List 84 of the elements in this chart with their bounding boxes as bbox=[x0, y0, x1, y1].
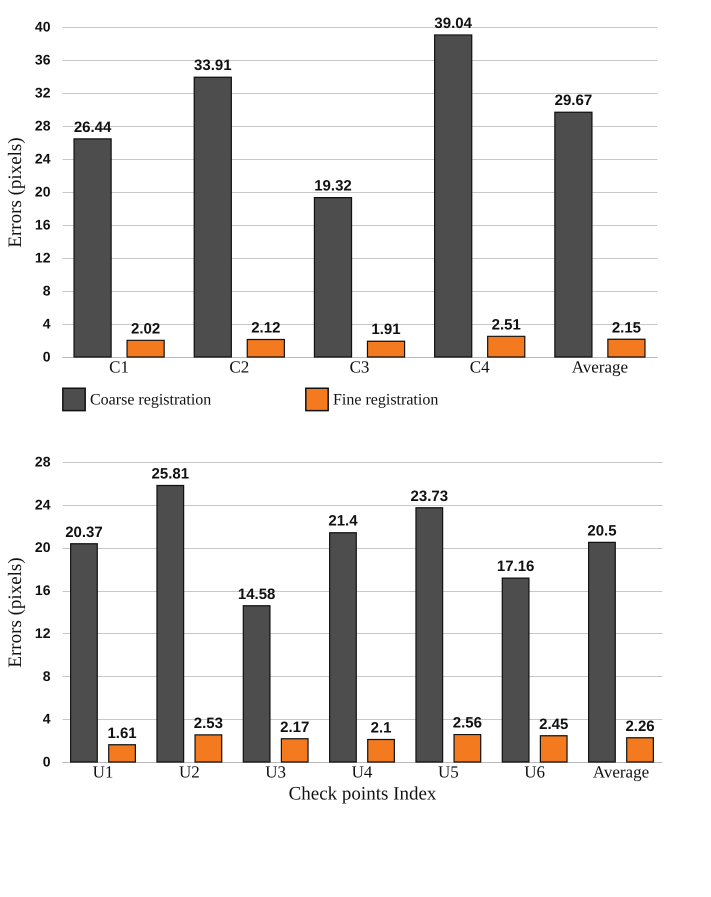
bar bbox=[108, 744, 136, 763]
data-label: 2.02 bbox=[131, 320, 160, 338]
y-tick-label: 20 bbox=[34, 539, 51, 556]
y-tick-label: 12 bbox=[34, 250, 51, 266]
data-label: 17.16 bbox=[496, 558, 534, 576]
data-label: 21.4 bbox=[328, 512, 358, 530]
data-label: 2.12 bbox=[251, 320, 280, 337]
data-label: 2.56 bbox=[452, 714, 482, 732]
x-axis-title: Check points Index bbox=[288, 784, 437, 804]
bar bbox=[126, 340, 165, 358]
y-tick-label: 36 bbox=[34, 52, 51, 68]
bar bbox=[242, 605, 271, 763]
legend-label: Coarse registration bbox=[90, 391, 212, 408]
y-tick-label: 4 bbox=[42, 710, 51, 727]
x-tick-label: Average bbox=[572, 358, 628, 376]
y-tick-label: 28 bbox=[34, 118, 51, 134]
data-label: 2.26 bbox=[625, 718, 655, 735]
x-tick-label: U5 bbox=[438, 762, 459, 782]
data-label: 19.32 bbox=[314, 178, 352, 195]
x-tick-label: U1 bbox=[92, 762, 114, 782]
bar bbox=[588, 542, 616, 763]
data-label: 2.45 bbox=[539, 716, 568, 733]
x-tick-label: C1 bbox=[109, 358, 130, 376]
bar bbox=[434, 34, 472, 358]
data-label: 14.58 bbox=[238, 586, 276, 603]
y-tick-label: 32 bbox=[34, 84, 51, 100]
bar bbox=[502, 578, 530, 763]
y-tick-label: 8 bbox=[42, 282, 51, 298]
bar bbox=[194, 76, 232, 358]
data-label: 2.17 bbox=[280, 718, 310, 736]
y-tick-label: 40 bbox=[34, 18, 51, 34]
x-tick-label: U2 bbox=[178, 762, 200, 782]
y-axis-title: Errors (pixels) bbox=[4, 137, 26, 248]
bar bbox=[453, 734, 482, 763]
y-tick-label: 0 bbox=[42, 348, 51, 364]
legend-label: Fine registration bbox=[333, 391, 438, 408]
x-tick-label: C3 bbox=[350, 358, 370, 376]
data-label: 33.91 bbox=[194, 57, 232, 74]
bar bbox=[626, 737, 654, 763]
bar bbox=[280, 738, 309, 763]
data-label: 20.37 bbox=[65, 524, 103, 541]
y-tick-label: 8 bbox=[42, 668, 51, 684]
x-tick-label: Average bbox=[592, 762, 650, 782]
bar bbox=[246, 338, 285, 358]
data-label: 2.53 bbox=[194, 714, 223, 732]
y-tick-label: 4 bbox=[42, 316, 51, 332]
bar bbox=[415, 507, 444, 763]
bar bbox=[70, 543, 98, 763]
bar bbox=[554, 112, 593, 358]
y-tick-label: 24 bbox=[34, 150, 51, 166]
bar bbox=[607, 338, 646, 358]
x-tick-label: C2 bbox=[229, 358, 250, 376]
bar bbox=[366, 340, 406, 358]
data-label: 25.81 bbox=[152, 465, 190, 482]
data-label: 1.61 bbox=[107, 724, 137, 742]
data-label: 20.5 bbox=[587, 522, 617, 540]
data-label: 2.15 bbox=[612, 319, 642, 336]
y-tick-label: 24 bbox=[34, 496, 51, 512]
data-label: 26.44 bbox=[74, 118, 112, 136]
y-tick-label: 16 bbox=[34, 582, 51, 598]
x-tick-label: U6 bbox=[524, 762, 546, 782]
bar bbox=[156, 484, 184, 763]
data-label: 23.73 bbox=[410, 488, 448, 505]
data-label: 2.51 bbox=[492, 316, 521, 334]
data-label: 2.1 bbox=[370, 720, 392, 736]
bar bbox=[540, 735, 568, 763]
bar bbox=[329, 532, 357, 763]
bar bbox=[367, 738, 395, 763]
x-tick-label: U3 bbox=[265, 762, 286, 782]
bar bbox=[194, 734, 222, 763]
data-label: 1.91 bbox=[371, 321, 401, 338]
bar bbox=[73, 138, 112, 358]
x-tick-label: C4 bbox=[470, 358, 490, 376]
x-tick-label: U4 bbox=[352, 762, 373, 782]
y-tick-label: 28 bbox=[34, 454, 51, 470]
y-tick-label: 20 bbox=[34, 184, 51, 200]
data-label: 39.04 bbox=[434, 14, 473, 32]
y-tick-label: 12 bbox=[34, 624, 51, 641]
data-label: 29.67 bbox=[554, 92, 592, 110]
bar bbox=[314, 197, 352, 358]
y-tick-label: 0 bbox=[42, 754, 51, 770]
y-axis-title: Errors (pixels) bbox=[4, 557, 26, 668]
y-tick-label: 16 bbox=[34, 216, 51, 232]
bar bbox=[487, 336, 526, 358]
